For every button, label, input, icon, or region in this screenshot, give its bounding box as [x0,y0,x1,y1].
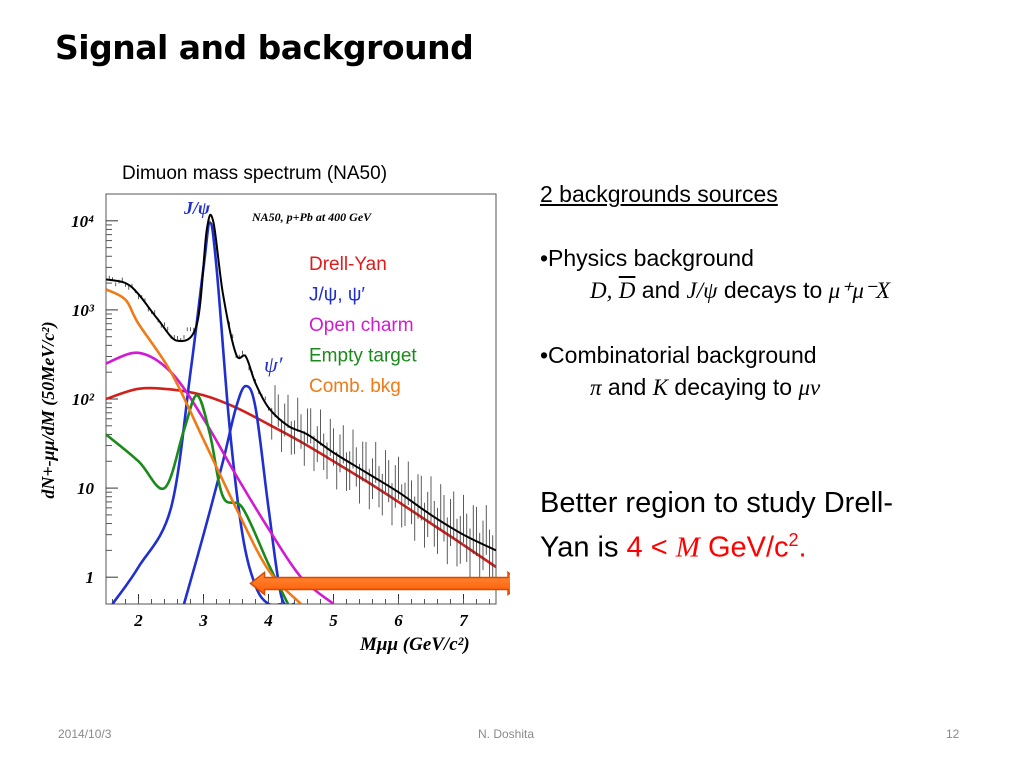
dimuon-chart: 2 3 4 5 6 7 1 10 10² 10³ 10⁴ NA50, p+Pb at 400 GeV… [30,180,524,660]
dimuon-chart-svg: 2 3 4 5 6 7 1 10 10² 10³ 10⁴ NA50, p+Pb at 400 GeV… [38,193,524,655]
axis-ticks: 2 3 4 5 6 7 1 10 10² 10³ 10⁴ [71,212,490,630]
y-tick-label: 10² [72,390,95,409]
y-tick-label: 1 [86,568,95,587]
x-tick-label: 3 [198,611,208,630]
slide-title: Signal and background [55,28,474,67]
series-empty-target [106,394,290,604]
y-tick-label: 10 [77,479,95,498]
x-tick-label: 2 [133,611,143,630]
legend-entry: J/ψ, ψ′ [309,285,365,306]
physics-detail: D, D and J/ψ decays to μ⁺μ⁻X [540,274,1000,307]
y-tick-label: 10³ [72,301,95,320]
bg-sources-heading: 2 backgrounds sources [540,181,778,207]
physics-and: and [641,277,681,303]
x-axis-label: Mμμ (GeV/c²) [359,634,470,655]
conclusion-m: M [675,531,700,564]
legend-entry: Open charm [309,315,414,336]
x-tick-label: 4 [263,611,273,630]
y-axis-label: dN+-μμ/dM (50MeV/c²) [38,321,59,498]
chart-caption: Dimuon mass spectrum (NA50) [122,163,388,184]
x-tick-label: 5 [329,611,338,630]
footer-page-number: 12 [946,727,960,741]
legend-entry: Drell-Yan [309,254,387,275]
physics-decays: decays to [723,277,823,303]
comb-pi: π [590,375,602,400]
psiprime-peak-label: ψ′ [264,352,284,377]
conclusion-line1: Better region to study Drell- [540,487,893,519]
legend-entry: Comb. bkg [309,376,401,397]
chart-annotation: NA50, p+Pb at 400 GeV [251,210,372,224]
footer-date: 2014/10/3 [58,727,112,741]
comb-and: and [607,374,647,400]
conclusion-four-lt: 4 < [626,531,668,564]
jpsi-peak-label: J/ψ [183,198,211,218]
series-open-charm [106,351,335,604]
background-sources-panel: 2 backgrounds sources •Physics backgroun… [540,178,1000,404]
conclusion-sup: 2 [788,530,799,550]
physics-bullet: •Physics background [540,245,754,271]
comb-decaying: decaying to [674,374,793,400]
physics-mumux: μ⁺μ⁻X [828,278,891,303]
series-data [106,213,496,552]
physics-d: D, [590,278,613,303]
footer-author: N. Doshita [478,727,535,741]
highlight-range-arrow [249,570,524,597]
series-comb-bkg [106,288,302,604]
physics-dbar: D [618,278,636,303]
conclusion-line2: Yan is 4 < M GeV/c2. [540,522,980,567]
x-tick-label: 6 [394,611,403,630]
series-- [182,384,296,604]
conclusion-yan-is: Yan is [540,531,627,564]
conclusion-period: . [798,531,807,564]
comb-detail: π and K decaying to μν [540,371,1000,404]
comb-munu: μν [798,375,821,400]
x-tick-label: 7 [459,611,469,630]
comb-k: K [652,375,669,400]
conclusion-gev: GeV/c [707,531,789,564]
series-layer [106,213,524,604]
conclusion-text: Better region to study Drell- Yan is 4 <… [540,485,980,567]
legend-entry: Empty target [309,346,417,367]
labels-layer: NA50, p+Pb at 400 GeV J/ψ ψ′ Drell-Yan J/ψ, … [38,198,470,655]
comb-bullet: •Combinatorial background [540,342,817,368]
physics-jpsi: J/ψ [686,278,718,303]
y-tick-label: 10⁴ [71,212,94,231]
